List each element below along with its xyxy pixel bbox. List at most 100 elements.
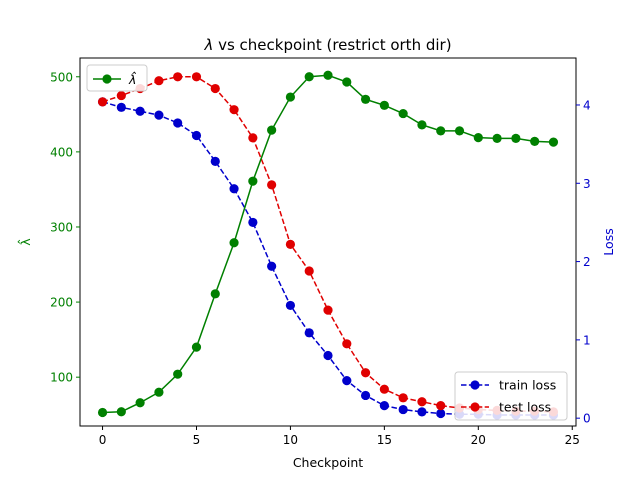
y-left-tick-label: 500 <box>50 70 73 84</box>
data-point <box>379 100 389 110</box>
data-point <box>173 118 183 128</box>
data-point <box>285 92 296 102</box>
data-point <box>304 72 314 82</box>
series-line <box>102 74 554 414</box>
legend-label: test loss <box>499 400 551 415</box>
data-point <box>116 90 126 101</box>
x-tick-label: 5 <box>193 433 201 447</box>
data-point <box>342 77 352 87</box>
data-point <box>323 70 333 80</box>
data-point <box>210 289 220 299</box>
data-point <box>229 105 239 115</box>
x-axis-label: Checkpoint <box>293 455 363 470</box>
data-point <box>342 339 352 349</box>
data-point <box>548 137 559 147</box>
y-right-tick-label: 1 <box>583 333 591 347</box>
data-point <box>173 72 183 82</box>
data-point <box>116 407 126 417</box>
y-left-tick-label: 300 <box>50 220 73 234</box>
data-point <box>135 398 145 408</box>
x-tick-label: 25 <box>565 433 580 447</box>
data-point <box>323 305 333 315</box>
data-point <box>248 176 258 186</box>
data-point <box>210 156 220 166</box>
data-point <box>191 72 202 82</box>
y-axis-right-label: Loss <box>601 228 616 255</box>
data-point <box>398 404 408 415</box>
y-right-tick-label: 4 <box>583 98 591 112</box>
x-tick-label: 20 <box>471 433 486 447</box>
data-point <box>116 102 126 112</box>
data-point <box>323 350 333 361</box>
data-point <box>154 76 164 86</box>
x-tick-label: 0 <box>99 433 107 447</box>
legend-bottom-right: train loss test loss <box>454 371 568 421</box>
legend-top-left: λ̂ <box>86 64 148 92</box>
axes: 0 5 10 15 20 25 100 200 300 400 500 0 1 2 3 4 <box>50 57 591 447</box>
data-point <box>530 136 540 146</box>
series-train-loss <box>97 97 559 420</box>
legends: λ̂ train loss test loss <box>86 64 568 421</box>
data-point <box>473 133 483 143</box>
data-point <box>267 180 277 190</box>
y-left-tick-label: 200 <box>50 296 73 310</box>
legend-swatch-marker <box>470 402 480 412</box>
chart-title-symbol: λ <box>203 36 213 54</box>
data-point <box>360 390 371 401</box>
data-point <box>267 261 277 271</box>
legend-label: λ̂ <box>128 71 137 87</box>
data-point <box>417 407 427 417</box>
data-point <box>379 384 389 394</box>
y-left-tick-label: 100 <box>50 371 73 385</box>
data-point <box>248 133 258 143</box>
data-point <box>173 369 183 379</box>
plot-frame <box>79 57 577 427</box>
data-point <box>154 387 164 397</box>
data-point <box>285 239 296 249</box>
y-right-tick-label: 0 <box>583 412 591 426</box>
data-point <box>417 120 427 130</box>
legend-swatch-marker <box>470 380 480 390</box>
data-point <box>135 106 145 116</box>
data-point <box>379 401 389 411</box>
legend-swatch-marker <box>102 74 112 84</box>
y-right-tick-label: 3 <box>583 177 591 191</box>
data-point <box>360 368 371 378</box>
data-point <box>304 328 314 338</box>
data-point <box>154 110 164 120</box>
data-point <box>436 126 446 136</box>
x-tick-label: 15 <box>377 433 392 447</box>
data-point <box>210 83 220 94</box>
legend-box <box>86 64 148 92</box>
chart-title-text: vs checkpoint (restrict orth dir) <box>213 36 451 54</box>
data-point <box>267 125 277 135</box>
series-lambda-hat <box>97 70 559 418</box>
data-point <box>511 133 521 143</box>
data-point <box>436 401 446 411</box>
data-point <box>436 408 446 419</box>
data-point <box>191 342 202 352</box>
chart-title: λ vs checkpoint (restrict orth dir) <box>203 36 451 54</box>
legend-label: train loss <box>499 378 556 393</box>
legend-box <box>454 371 568 421</box>
y-left-tick-label: 400 <box>50 145 73 159</box>
plot-area <box>97 70 559 420</box>
data-point <box>360 94 371 104</box>
data-point <box>229 184 239 194</box>
data-point <box>229 238 239 248</box>
data-point <box>417 397 427 407</box>
data-point <box>97 407 108 418</box>
data-point <box>248 217 258 228</box>
series-line <box>102 101 554 416</box>
data-point <box>285 300 296 311</box>
series-line <box>102 76 554 413</box>
data-point <box>398 108 408 119</box>
data-point <box>342 375 352 386</box>
data-point <box>191 130 202 141</box>
data-point <box>97 97 108 107</box>
y-right-tick-label: 2 <box>583 255 591 269</box>
data-point <box>398 393 408 403</box>
x-tick-label: 10 <box>283 433 298 447</box>
series-test-loss <box>97 72 559 417</box>
